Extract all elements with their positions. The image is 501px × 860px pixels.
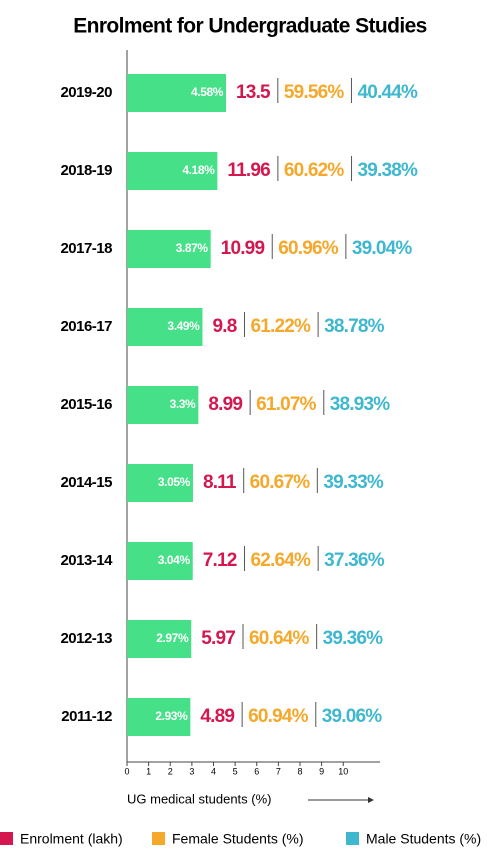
- value-text: 39.04%: [352, 238, 413, 259]
- value-text: 39.38%: [358, 160, 419, 181]
- x-tick-label: 2: [168, 766, 173, 776]
- value-text: 60.94%: [248, 706, 309, 727]
- value-text: 39.36%: [323, 628, 384, 649]
- y-tick-label: 2012-13: [60, 630, 112, 647]
- y-tick-label: 2017-18: [60, 240, 112, 257]
- x-tick-label: 0: [124, 766, 129, 776]
- bar: [127, 542, 193, 580]
- bar: [127, 386, 199, 424]
- value-text: 11.96: [227, 160, 270, 181]
- value-text: 8.11: [203, 472, 237, 493]
- x-tick-label: 9: [319, 766, 324, 776]
- bar: [127, 620, 192, 658]
- value-text: 62.64%: [251, 550, 312, 571]
- bar: [127, 74, 227, 112]
- value-text: 61.07%: [256, 394, 317, 415]
- bar-label: 3.49%: [167, 319, 200, 333]
- y-tick-label: 2013-14: [60, 552, 113, 569]
- bar-label: 2.93%: [155, 709, 188, 723]
- value-text: 8.99: [208, 394, 242, 415]
- legend-swatch: [152, 832, 165, 845]
- value-text: 5.97: [201, 628, 235, 649]
- x-tick-label: 10: [338, 766, 348, 776]
- legend-label: Female Students (%): [172, 831, 304, 847]
- value-text: 59.56%: [284, 82, 345, 103]
- value-text: 40.44%: [357, 82, 418, 103]
- value-text: 9.8: [212, 316, 236, 337]
- x-tick-label: 5: [233, 766, 238, 776]
- x-tick-label: 7: [276, 766, 281, 776]
- legend-swatch: [0, 832, 13, 845]
- y-tick-label: 2018-19: [60, 162, 112, 179]
- value-text: 37.36%: [324, 550, 385, 571]
- value-text: 39.06%: [322, 706, 383, 727]
- value-text: 13.5: [236, 82, 271, 103]
- value-text: 60.64%: [249, 628, 310, 649]
- x-tick-label: 6: [254, 766, 259, 776]
- x-tick-label: 4: [211, 766, 216, 776]
- bar-label: 3.04%: [158, 553, 191, 567]
- value-text: 60.67%: [250, 472, 311, 493]
- bar-label: 4.18%: [182, 163, 215, 177]
- x-tick-label: 8: [297, 766, 302, 776]
- legend-label: Enrolment (lakh): [20, 831, 123, 847]
- x-tick-label: 3: [189, 766, 194, 776]
- bar-label: 4.58%: [191, 85, 224, 99]
- arrow-head: [368, 797, 374, 803]
- y-tick-label: 2015-16: [60, 396, 112, 413]
- value-text: 4.89: [200, 706, 234, 727]
- value-text: 60.96%: [278, 238, 339, 259]
- value-text: 61.22%: [250, 316, 311, 337]
- bar: [127, 464, 193, 502]
- legend-swatch: [346, 832, 359, 845]
- bar: [127, 152, 218, 190]
- x-axis-label: UG medical students (%): [127, 791, 272, 806]
- value-text: 60.62%: [284, 160, 345, 181]
- y-tick-label: 2011-12: [61, 708, 112, 725]
- value-text: 7.12: [203, 550, 237, 571]
- chart-title: Enrolment for Undergraduate Studies: [73, 15, 427, 38]
- y-tick-label: 2014-15: [60, 474, 112, 491]
- bar: [127, 308, 203, 346]
- bar-label: 3.87%: [176, 241, 209, 255]
- bar-label: 3.05%: [158, 475, 191, 489]
- legend-label: Male Students (%): [366, 831, 481, 847]
- value-text: 39.33%: [323, 472, 384, 493]
- x-tick-label: 1: [146, 766, 151, 776]
- bar: [127, 230, 211, 268]
- bar-label: 3.3%: [170, 397, 196, 411]
- value-text: 38.78%: [324, 316, 385, 337]
- y-tick-label: 2019-20: [60, 84, 112, 101]
- bar-label: 2.97%: [156, 631, 189, 645]
- value-text: 10.99: [221, 238, 265, 259]
- y-tick-label: 2016-17: [60, 318, 112, 335]
- value-text: 38.93%: [330, 394, 391, 415]
- bar: [127, 698, 191, 736]
